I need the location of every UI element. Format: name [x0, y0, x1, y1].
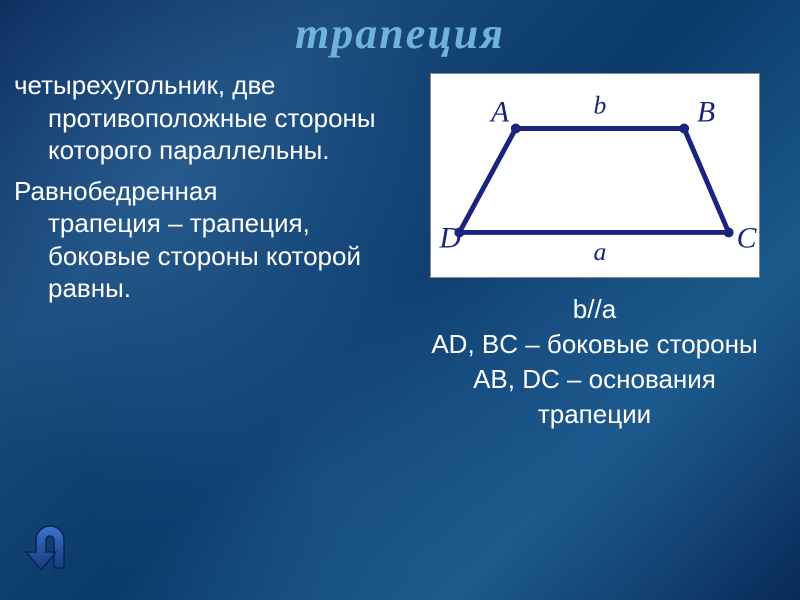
svg-text:D: D — [438, 222, 460, 254]
definition-text: четырехугольник, две противоположные сто… — [14, 69, 389, 432]
para1-first-line: четырехугольник, две — [14, 70, 275, 100]
svg-text:b: b — [593, 91, 606, 120]
caption-line-4: трапеции — [431, 397, 757, 432]
svg-text:C: C — [736, 222, 757, 254]
svg-text:A: A — [489, 97, 510, 129]
para1-rest: противоположные стороны которого паралле… — [48, 102, 389, 167]
figure-column: A B C Db a b//a AD, BC – боковые стороны AB,… — [407, 69, 782, 432]
definition-para-1: четырехугольник, две противоположные сто… — [14, 69, 389, 167]
para2-first-line: Равнобедренная — [14, 176, 217, 206]
caption-line-2: AD, BC – боковые стороны — [431, 327, 757, 362]
figure-caption: b//a AD, BC – боковые стороны AB, DC – о… — [431, 292, 757, 432]
svg-text:B: B — [696, 97, 714, 129]
trapezoid-svg: A B C Db a — [431, 74, 759, 277]
u-turn-arrow-icon — [20, 516, 84, 580]
slide: трапеция четырехугольник, две противопол… — [0, 0, 800, 600]
svg-text:a: a — [593, 237, 606, 266]
content-row: четырехугольник, две противоположные сто… — [0, 59, 800, 432]
caption-line-1: b//a — [431, 292, 757, 327]
slide-title: трапеция — [0, 0, 800, 59]
trapezoid-figure: A B C Db a — [430, 73, 760, 278]
back-nav-button[interactable] — [20, 516, 84, 580]
para2-rest: трапеция – трапеция, боковые стороны кот… — [48, 207, 389, 305]
caption-line-3: AB, DC – основания — [431, 362, 757, 397]
definition-para-2: Равнобедренная трапеция – трапеция, боко… — [14, 175, 389, 305]
